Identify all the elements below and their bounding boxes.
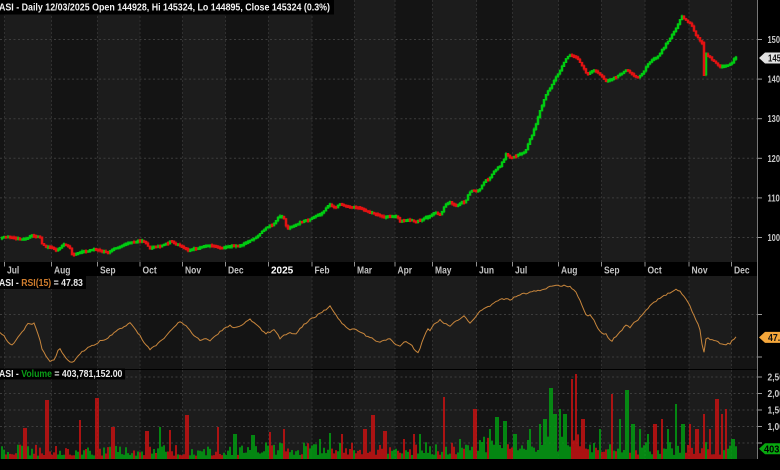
svg-text:May: May [435, 266, 452, 277]
svg-text:Aug: Aug [54, 266, 71, 277]
svg-text:Oct: Oct [648, 266, 663, 277]
svg-text:= 47.83: = 47.83 [51, 278, 83, 289]
svg-text:= 403,781,152.00: = 403,781,152.00 [52, 369, 123, 380]
svg-text:100000: 100000 [768, 233, 780, 244]
svg-text:ASI -: ASI - [0, 278, 21, 289]
svg-text:Oct: Oct [143, 266, 158, 277]
svg-text:Dec: Dec [734, 266, 750, 277]
svg-text:403,781,152: 403,781,152 [764, 444, 780, 455]
svg-text:Jul: Jul [7, 266, 19, 277]
svg-text:ASI -: ASI - [0, 369, 21, 380]
svg-text:Nov: Nov [185, 266, 201, 277]
svg-text:2025: 2025 [271, 266, 294, 277]
svg-text:1,500,000,000: 1,500,000,000 [768, 406, 780, 417]
svg-text:120000: 120000 [768, 154, 780, 165]
svg-text:1,000,000,000: 1,000,000,000 [768, 422, 780, 433]
svg-text:RSI(15): RSI(15) [21, 278, 51, 289]
svg-text:47.83: 47.83 [768, 333, 780, 344]
svg-text:Jun: Jun [479, 266, 494, 277]
svg-text:Dec: Dec [228, 266, 244, 277]
svg-text:Sep: Sep [604, 266, 620, 277]
svg-text:Nov: Nov [692, 266, 708, 277]
svg-text:Sep: Sep [100, 266, 116, 277]
svg-text:Mar: Mar [357, 266, 372, 277]
svg-text:2,000,000,000: 2,000,000,000 [768, 389, 780, 400]
svg-text:Apr: Apr [398, 266, 413, 277]
svg-text:145324: 145324 [768, 54, 780, 65]
svg-text:Aug: Aug [561, 266, 578, 277]
svg-text:2,500,000,000: 2,500,000,000 [768, 373, 780, 384]
svg-text:110000: 110000 [768, 193, 780, 204]
svg-text:Volume: Volume [21, 369, 52, 380]
svg-text:Feb: Feb [315, 266, 330, 277]
svg-text:130000: 130000 [768, 114, 780, 125]
svg-text:Jul: Jul [515, 266, 527, 277]
svg-text:ASI - Daily 12/03/2025 Open 14: ASI - Daily 12/03/2025 Open 144928, Hi 1… [0, 3, 330, 14]
svg-text:140000: 140000 [768, 75, 780, 86]
svg-text:150000: 150000 [768, 35, 780, 46]
